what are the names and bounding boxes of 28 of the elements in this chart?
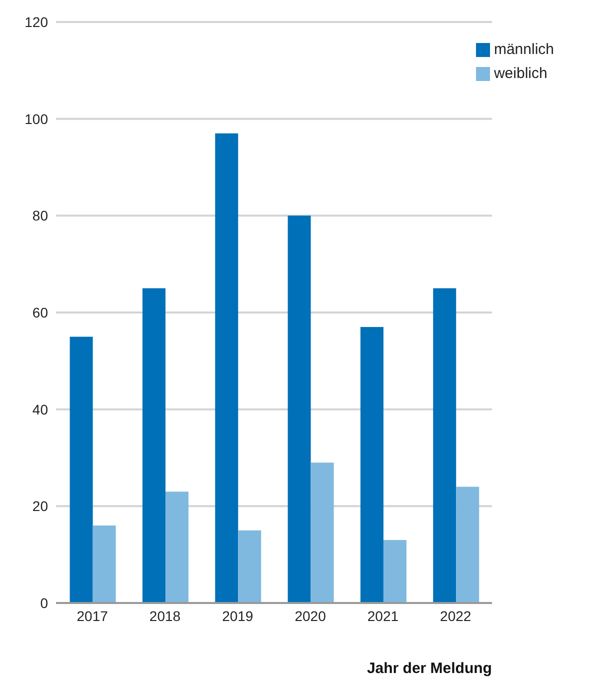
bar	[70, 336, 93, 603]
legend-label: weiblich	[494, 65, 548, 82]
bar	[92, 526, 116, 603]
x-tick-label: 2020	[294, 608, 326, 624]
bar	[310, 462, 334, 603]
bar	[165, 492, 188, 603]
y-tick-label: 20	[32, 498, 48, 514]
y-tick-label: 100	[24, 110, 48, 127]
y-tick-label: 60	[32, 304, 48, 320]
x-tick-label: 2021	[367, 608, 399, 624]
y-tick-label: 120	[24, 14, 48, 30]
bar	[238, 530, 262, 603]
y-tick-label: 0	[40, 594, 48, 611]
bar	[288, 216, 311, 603]
bar	[456, 486, 480, 603]
y-tick-label: 40	[32, 401, 48, 418]
x-tick-label: 2022	[440, 608, 472, 624]
x-tick-label: 2018	[149, 608, 181, 624]
bar	[360, 327, 384, 603]
legend-label: männlich	[494, 41, 554, 58]
y-tick-label: 80	[32, 208, 48, 224]
bar	[142, 288, 166, 603]
x-axis-title: Jahr der Meldung	[366, 660, 492, 677]
bar	[383, 540, 406, 603]
bar	[215, 133, 238, 603]
x-tick-label: 2019	[222, 608, 254, 624]
x-tick-label: 2017	[76, 608, 108, 624]
bar	[433, 288, 456, 603]
